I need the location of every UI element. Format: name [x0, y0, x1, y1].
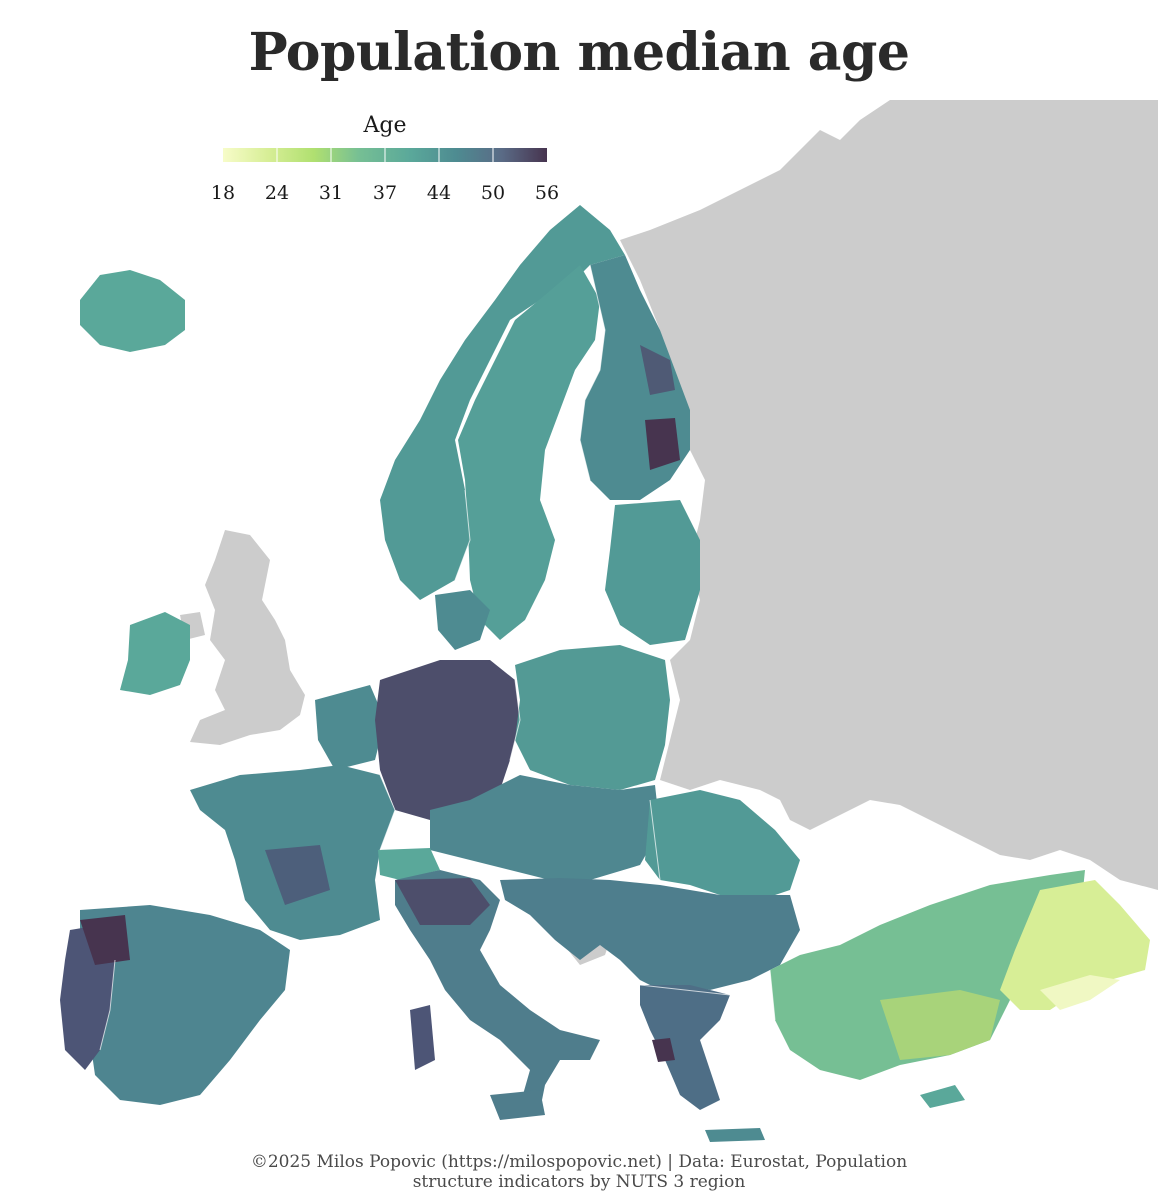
region-italy — [395, 870, 600, 1110]
region-switzerland — [378, 848, 440, 880]
region-finland-east — [640, 345, 675, 395]
region-greece — [640, 985, 730, 1110]
region-north-italy — [395, 878, 490, 925]
country-borders — [99, 264, 776, 1051]
region-baltics — [605, 500, 700, 645]
legend-tick-56: 56 — [534, 182, 560, 204]
region-poland — [515, 645, 670, 790]
region-galicia — [80, 915, 130, 965]
region-romania — [645, 790, 800, 900]
region-greece-west — [652, 1038, 675, 1062]
legend-title: Age — [363, 113, 407, 138]
legend-tick-31: 31 — [318, 182, 344, 204]
region-ireland — [120, 612, 190, 695]
legend-tick-24: 24 — [264, 182, 290, 204]
region-crete — [705, 1128, 765, 1142]
region-sardinia — [410, 1005, 435, 1070]
legend-tick-37: 37 — [372, 182, 398, 204]
region-great-britain — [190, 530, 305, 745]
legend-tick-44: 44 — [426, 182, 452, 204]
region-iceland — [80, 270, 185, 352]
credit-caption: ©2025 Milos Popovic (https://milospopovi… — [0, 1152, 1158, 1192]
region-turkey-southeast — [1040, 975, 1120, 1010]
legend-color-bar — [223, 148, 547, 162]
region-turkey-west — [770, 870, 1085, 1080]
region-turkey-east — [1000, 880, 1150, 1010]
legend-tick-18: 18 — [210, 182, 236, 204]
region-finland-karelia — [645, 418, 680, 470]
region-norway — [380, 205, 625, 600]
page-title: Population median age — [248, 22, 910, 83]
credit-line-2: structure indicators by NUTS 3 region — [412, 1172, 746, 1192]
credit-line-1: ©2025 Milos Popovic (https://milospopovi… — [250, 1152, 908, 1172]
region-central-europe — [430, 775, 660, 880]
region-sweden — [458, 265, 600, 640]
region-benelux — [315, 685, 385, 770]
legend-tick-50: 50 — [480, 182, 506, 204]
region-russia — [620, 100, 1158, 890]
region-sicily — [490, 1090, 545, 1120]
region-spain — [80, 905, 290, 1105]
region-turkey-central — [880, 990, 1000, 1060]
region-france-center — [265, 845, 330, 905]
region-germany — [375, 660, 520, 820]
region-balkans — [500, 878, 800, 990]
region-cyprus — [920, 1085, 965, 1108]
region-denmark — [435, 590, 490, 650]
